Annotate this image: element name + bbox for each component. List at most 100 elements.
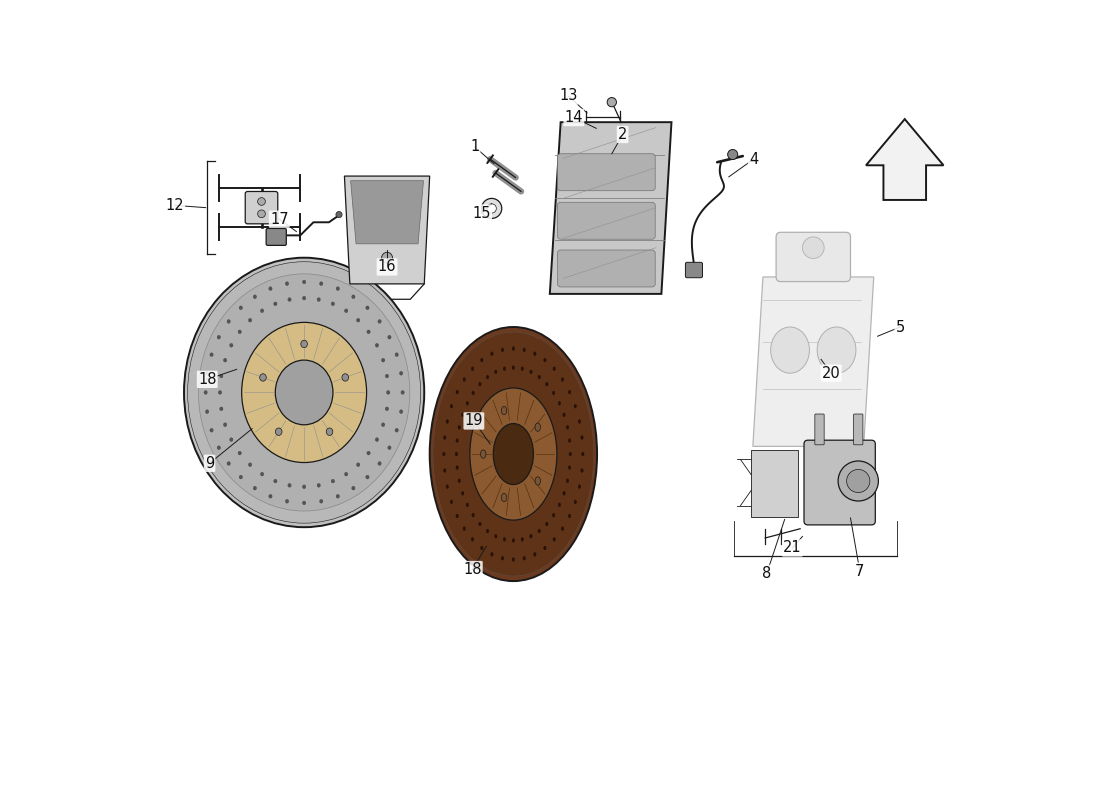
Ellipse shape — [569, 514, 571, 518]
Polygon shape — [351, 181, 424, 244]
Ellipse shape — [382, 252, 393, 263]
Ellipse shape — [342, 374, 349, 381]
Ellipse shape — [206, 410, 209, 414]
Ellipse shape — [399, 371, 403, 375]
Ellipse shape — [461, 413, 464, 417]
Ellipse shape — [538, 375, 540, 379]
Text: 7: 7 — [855, 563, 865, 578]
Ellipse shape — [352, 295, 355, 298]
Polygon shape — [550, 122, 671, 294]
Ellipse shape — [472, 514, 474, 517]
Ellipse shape — [395, 428, 398, 432]
Ellipse shape — [327, 428, 333, 435]
Ellipse shape — [356, 318, 360, 322]
Ellipse shape — [558, 402, 561, 405]
Ellipse shape — [300, 340, 307, 348]
Ellipse shape — [442, 452, 446, 456]
Ellipse shape — [450, 404, 453, 408]
Ellipse shape — [261, 472, 264, 476]
Ellipse shape — [486, 529, 488, 533]
Ellipse shape — [378, 462, 382, 466]
Ellipse shape — [217, 446, 220, 450]
Ellipse shape — [487, 204, 496, 213]
Ellipse shape — [522, 556, 526, 560]
Ellipse shape — [395, 353, 398, 357]
Ellipse shape — [802, 237, 824, 258]
Ellipse shape — [521, 367, 524, 370]
Ellipse shape — [188, 262, 420, 523]
Ellipse shape — [521, 538, 524, 542]
FancyBboxPatch shape — [245, 191, 278, 224]
Text: 14: 14 — [564, 110, 583, 125]
Ellipse shape — [486, 375, 488, 379]
Text: 13: 13 — [559, 89, 578, 103]
Ellipse shape — [561, 378, 564, 382]
Ellipse shape — [274, 479, 277, 483]
FancyBboxPatch shape — [815, 414, 824, 445]
Ellipse shape — [302, 296, 306, 300]
Ellipse shape — [546, 522, 548, 526]
Ellipse shape — [771, 327, 810, 373]
Ellipse shape — [302, 280, 306, 284]
Text: 16: 16 — [377, 259, 396, 274]
Ellipse shape — [385, 374, 388, 378]
Ellipse shape — [450, 500, 453, 504]
Text: 12: 12 — [165, 198, 184, 213]
Ellipse shape — [582, 452, 584, 456]
FancyBboxPatch shape — [266, 229, 286, 246]
Ellipse shape — [569, 390, 571, 394]
Ellipse shape — [534, 352, 536, 356]
Ellipse shape — [471, 367, 474, 370]
FancyBboxPatch shape — [685, 262, 703, 278]
Ellipse shape — [337, 286, 340, 290]
Ellipse shape — [502, 348, 504, 352]
Ellipse shape — [530, 534, 532, 538]
Ellipse shape — [268, 494, 272, 498]
Text: 5: 5 — [895, 319, 904, 334]
Ellipse shape — [223, 423, 227, 426]
Ellipse shape — [817, 327, 856, 373]
Ellipse shape — [579, 485, 581, 489]
Polygon shape — [751, 450, 798, 517]
Ellipse shape — [206, 371, 209, 375]
Ellipse shape — [317, 298, 320, 302]
Ellipse shape — [581, 436, 583, 439]
Ellipse shape — [478, 382, 481, 386]
Ellipse shape — [471, 538, 474, 542]
Ellipse shape — [503, 538, 506, 542]
Ellipse shape — [470, 388, 557, 520]
Ellipse shape — [337, 494, 340, 498]
Ellipse shape — [227, 319, 230, 323]
Ellipse shape — [356, 463, 360, 466]
Ellipse shape — [838, 461, 879, 501]
Ellipse shape — [535, 423, 540, 431]
Ellipse shape — [495, 534, 497, 538]
Ellipse shape — [561, 526, 564, 530]
Ellipse shape — [249, 463, 252, 466]
Ellipse shape — [249, 318, 252, 322]
Ellipse shape — [472, 391, 474, 395]
Ellipse shape — [319, 499, 323, 503]
Ellipse shape — [455, 452, 458, 456]
Ellipse shape — [430, 327, 597, 581]
Ellipse shape — [558, 503, 561, 506]
Ellipse shape — [443, 469, 446, 473]
Ellipse shape — [223, 358, 227, 362]
Ellipse shape — [491, 553, 493, 556]
Ellipse shape — [268, 286, 272, 290]
Ellipse shape — [257, 198, 265, 206]
Ellipse shape — [274, 302, 277, 306]
Ellipse shape — [375, 438, 378, 442]
FancyBboxPatch shape — [777, 232, 850, 282]
Ellipse shape — [238, 330, 241, 334]
Ellipse shape — [481, 358, 483, 362]
Ellipse shape — [382, 423, 385, 426]
Ellipse shape — [563, 491, 565, 495]
Ellipse shape — [288, 483, 292, 487]
Ellipse shape — [331, 302, 334, 306]
Text: 19: 19 — [464, 414, 483, 429]
Ellipse shape — [319, 282, 323, 286]
Ellipse shape — [210, 428, 213, 432]
Ellipse shape — [375, 343, 378, 347]
Ellipse shape — [574, 500, 576, 504]
